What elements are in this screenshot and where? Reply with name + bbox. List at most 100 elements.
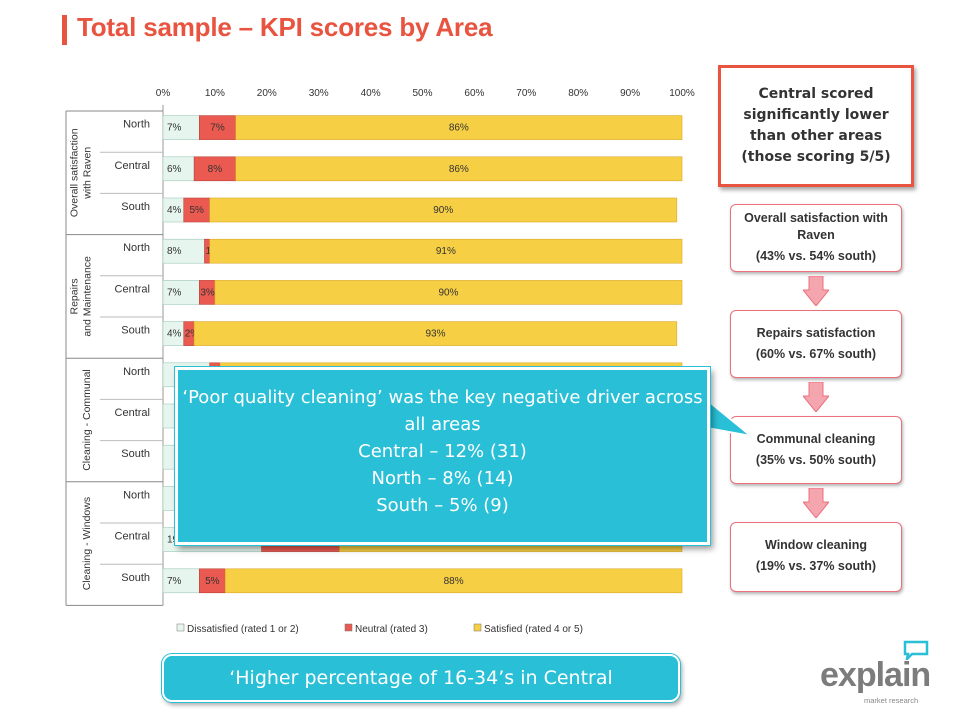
- page-title: Total sample – KPI scores by Area: [77, 12, 493, 42]
- x-tick-label: 30%: [309, 88, 329, 99]
- driver-callout: ‘Poor quality cleaning’ was the key nega…: [175, 367, 710, 545]
- x-tick-label: 20%: [257, 88, 277, 99]
- data-label: 2%: [185, 329, 200, 340]
- row-label: South: [121, 201, 150, 213]
- row-label: Central: [115, 407, 150, 419]
- flow-title: Communal cleaning: [756, 432, 876, 446]
- bar-segment: [193, 321, 678, 346]
- driver-line-main: ‘Poor quality cleaning’ was the key nega…: [182, 387, 703, 435]
- row-label: North: [123, 242, 150, 254]
- row-label: South: [121, 448, 150, 460]
- x-tick-label: 50%: [412, 88, 432, 99]
- data-label: 88%: [444, 576, 464, 587]
- bar-segment: [209, 197, 678, 223]
- driver-line-central: Central – 12% (31): [358, 441, 527, 462]
- data-label: 7%: [167, 123, 182, 134]
- central-callout-text: Central scored significantly lower than …: [741, 86, 891, 165]
- group-label: with Raven: [82, 147, 94, 200]
- logo-sub: market research: [864, 696, 919, 705]
- group-label: Repairs: [69, 278, 81, 314]
- flow-detail: (60% vs. 67% south): [755, 347, 877, 361]
- driver-line-south: South – 5% (9): [376, 495, 509, 516]
- flow-box-window: Window cleaning (19% vs. 37% south): [730, 522, 902, 592]
- row-label: Central: [115, 531, 150, 543]
- flow-title: Window cleaning: [765, 538, 867, 552]
- data-label: 8%: [208, 164, 223, 175]
- legend-swatch: [344, 623, 353, 632]
- row-label: North: [123, 489, 150, 501]
- data-label: 5%: [205, 576, 220, 587]
- data-label: 7%: [167, 287, 182, 298]
- group-label: and Maintenance: [82, 256, 94, 337]
- x-tick-label: 0%: [156, 88, 171, 99]
- group-label: Cleaning - Windows: [81, 497, 93, 590]
- driver-line-north: North – 8% (14): [371, 468, 514, 489]
- data-label: 86%: [449, 164, 469, 175]
- bottom-note-text: ‘Higher percentage of 16-34’s in Central: [229, 667, 613, 689]
- down-arrow-icon: [803, 488, 829, 518]
- bar-segment: [162, 568, 200, 594]
- logo-word: explain: [820, 656, 931, 694]
- data-label: 8%: [167, 246, 182, 257]
- speech-bubble-icon: [903, 640, 929, 660]
- data-label: 90%: [438, 287, 458, 298]
- row-label: South: [121, 325, 150, 337]
- row-label: North: [123, 366, 150, 378]
- down-arrow-icon: [803, 382, 829, 412]
- flow-box-overall: Overall satisfaction with Raven (43% vs.…: [730, 204, 902, 272]
- bar-segment: [209, 238, 683, 264]
- data-label: 86%: [449, 123, 469, 134]
- bar-segment: [235, 115, 683, 140]
- row-label: Central: [115, 160, 150, 172]
- data-label: 93%: [425, 329, 445, 340]
- data-label: 4%: [167, 205, 182, 216]
- flow-detail: (19% vs. 37% south): [755, 559, 877, 573]
- flow-box-repairs: Repairs satisfaction (60% vs. 67% south): [730, 310, 902, 378]
- flow-title: Repairs satisfaction: [756, 326, 876, 340]
- data-label: 6%: [167, 164, 182, 175]
- legend-label: Neutral (rated 3): [355, 624, 428, 635]
- bar-segment: [183, 197, 211, 223]
- flow-detail: (43% vs. 54% south): [755, 249, 877, 263]
- bar-segment: [235, 156, 683, 182]
- flow-detail: (35% vs. 50% south): [755, 453, 877, 467]
- bottom-note: ‘Higher percentage of 16-34’s in Central: [162, 654, 680, 702]
- data-label: 7%: [210, 123, 225, 134]
- bar-segment: [193, 156, 236, 182]
- title-accent-bar: [62, 15, 67, 45]
- x-tick-label: 10%: [205, 88, 225, 99]
- data-label: 3%: [200, 287, 215, 298]
- legend-label: Dissatisfied (rated 1 or 2): [187, 624, 299, 635]
- data-label: 90%: [433, 205, 453, 216]
- data-label: 5%: [190, 205, 205, 216]
- bar-segment: [162, 238, 205, 264]
- group-label: Cleaning - Communal: [81, 369, 93, 471]
- x-tick-label: 60%: [464, 88, 484, 99]
- x-tick-label: 100%: [669, 88, 695, 99]
- legend-swatch: [473, 623, 482, 632]
- x-tick-label: 90%: [620, 88, 640, 99]
- row-label: South: [121, 572, 150, 584]
- bar-segment: [162, 280, 200, 305]
- flow-box-communal: Communal cleaning (35% vs. 50% south): [730, 416, 902, 484]
- row-label: North: [123, 119, 150, 131]
- data-label: 4%: [167, 329, 182, 340]
- flow-title: Overall satisfaction with Raven: [744, 211, 888, 242]
- bar-segment: [224, 568, 683, 594]
- data-label: 7%: [167, 576, 182, 587]
- x-tick-label: 70%: [516, 88, 536, 99]
- bar-segment: [162, 115, 200, 140]
- row-label: Central: [115, 283, 150, 295]
- bar-segment: [162, 156, 195, 182]
- legend-swatch: [176, 623, 185, 632]
- data-label: 91%: [436, 246, 456, 257]
- driver-callout-pointer: [707, 400, 751, 438]
- bar-segment: [214, 280, 683, 305]
- explain-logo: explain market research: [820, 640, 940, 710]
- group-label: Overall satisfaction: [69, 128, 81, 217]
- x-tick-label: 40%: [361, 88, 381, 99]
- legend-label: Satisfied (rated 4 or 5): [484, 624, 583, 635]
- x-tick-label: 80%: [568, 88, 588, 99]
- down-arrow-icon: [803, 276, 829, 306]
- central-callout: Central scored significantly lower than …: [718, 65, 914, 187]
